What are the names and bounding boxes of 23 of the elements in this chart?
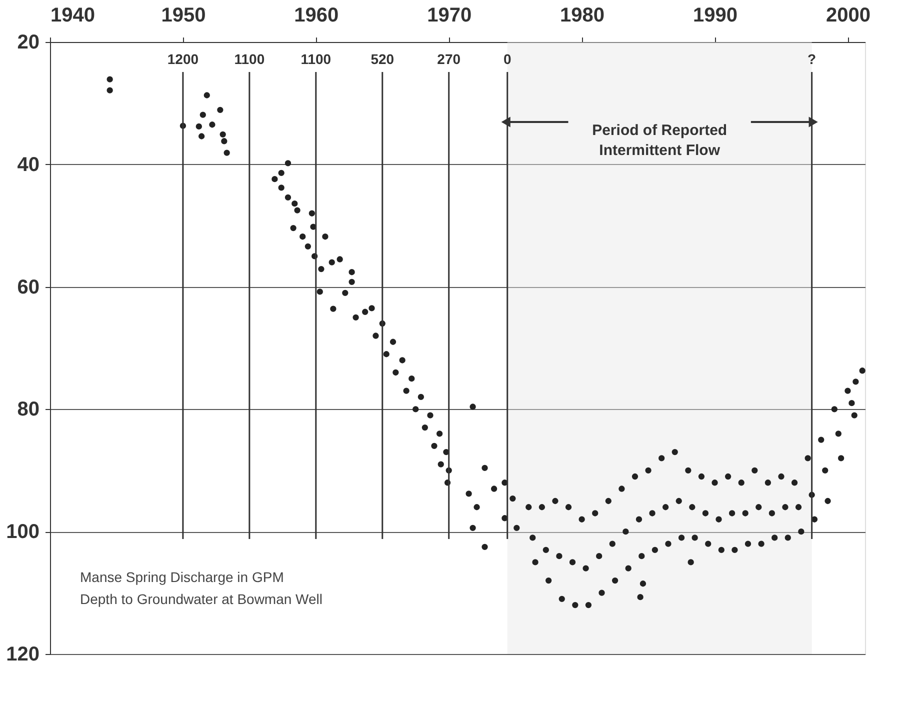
y-tick-label: 80 (17, 398, 40, 421)
y-tick-label: 120 (6, 644, 40, 666)
annotation: ? (808, 51, 816, 67)
x-tick-label: 1970 (427, 4, 472, 26)
annotation: 1200 (167, 51, 199, 67)
annotation: 0 (503, 51, 512, 67)
y-tick-label: 40 (17, 154, 40, 176)
annotation: 1100 (300, 51, 332, 67)
annotation: Manse Spring Discharge in GPM (80, 569, 284, 585)
annotation: 270 (437, 51, 461, 67)
x-tick-label: 1980 (560, 4, 605, 26)
annotation: 1100 (234, 51, 265, 67)
y-tick-label: 60 (17, 276, 40, 298)
y-tick-label: 100 (6, 521, 40, 544)
x-tick-label: 1950 (161, 4, 206, 26)
annotation: 520 (370, 51, 394, 67)
annotation: Depth to Groundwater at Bowman Well (80, 591, 323, 607)
y-tick-label: 20 (17, 32, 40, 54)
x-tick-label: 1940 (50, 4, 95, 26)
x-tick-label: 2000 (826, 4, 870, 26)
band-label: Period of Reported Intermittent Flow (592, 122, 728, 159)
x-tick-label: 1990 (693, 4, 738, 26)
x-tick-label: 1960 (294, 4, 339, 26)
